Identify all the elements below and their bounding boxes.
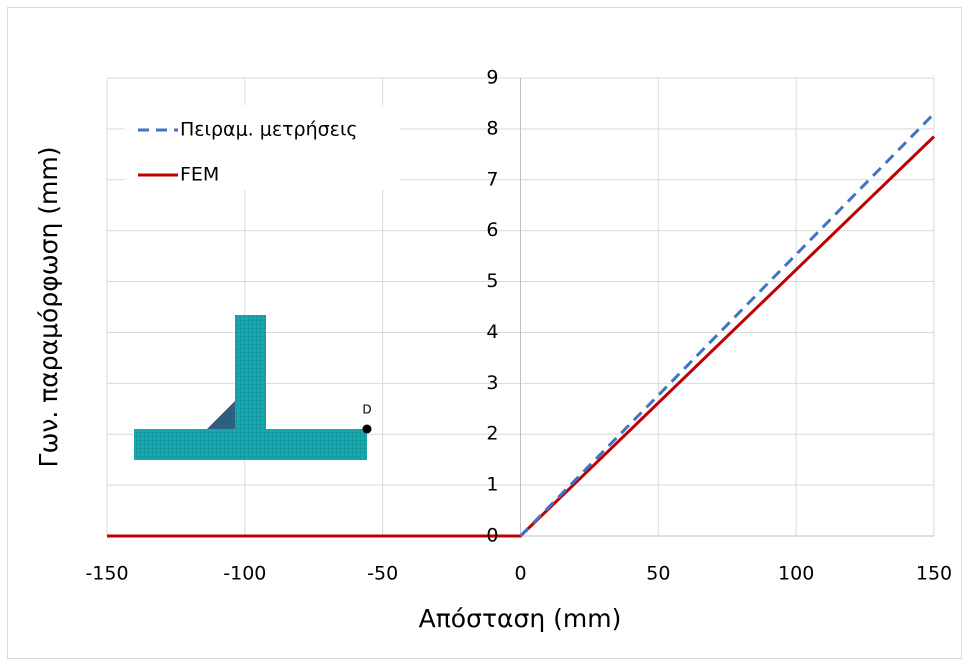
y-tick-label: 9 xyxy=(486,67,498,89)
point-d xyxy=(363,425,372,434)
y-tick-label: 5 xyxy=(486,270,498,292)
web xyxy=(235,315,266,429)
legend-label: FEM xyxy=(180,164,219,186)
flange xyxy=(134,429,367,460)
legend-label: Πειραμ. μετρήσεις xyxy=(180,119,358,141)
y-axis-title: Γων. παραμόρφωση (mm) xyxy=(34,147,63,468)
x-tick-label: 100 xyxy=(778,563,814,585)
y-tick-label: 0 xyxy=(486,525,498,547)
y-tick-label: 3 xyxy=(486,372,498,394)
chart: D Πειραμ. μετρήσεις FEM Απόσταση (mm) Γων… xyxy=(0,0,969,666)
x-tick-label: 150 xyxy=(916,563,952,585)
y-tick-label: 4 xyxy=(486,321,498,343)
x-tick-label: -100 xyxy=(223,563,266,585)
x-tick-label: -50 xyxy=(367,563,398,585)
y-tick-label: 1 xyxy=(486,474,498,496)
y-tick-label: 6 xyxy=(486,219,498,241)
x-tick-label: -150 xyxy=(85,563,128,585)
y-tick-label: 2 xyxy=(486,423,498,445)
x-tick-label: 50 xyxy=(646,563,670,585)
x-axis-title: Απόσταση (mm) xyxy=(419,604,622,633)
point-label: D xyxy=(362,403,371,417)
y-tick-label: 8 xyxy=(486,117,498,139)
x-tick-label: 0 xyxy=(514,563,526,585)
y-tick-label: 7 xyxy=(486,168,498,190)
